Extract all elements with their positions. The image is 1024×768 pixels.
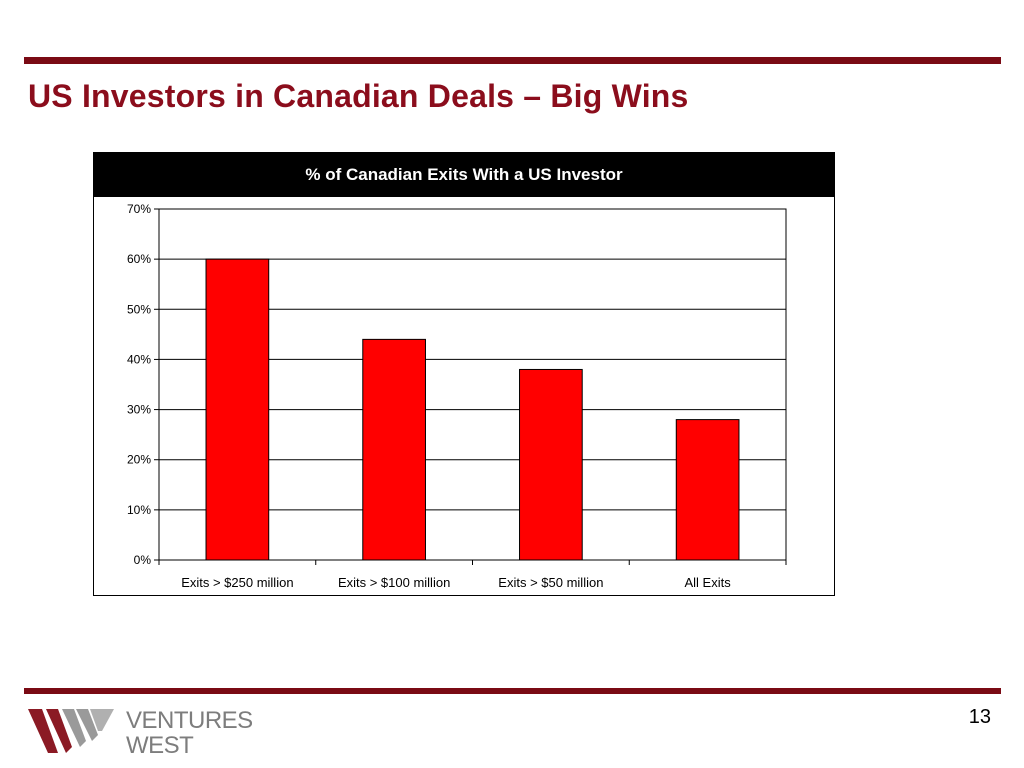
bar xyxy=(205,258,270,561)
bar xyxy=(519,368,583,561)
chart-frame: % of Canadian Exits With a US Investor 0… xyxy=(93,152,835,596)
y-tick-label: 0% xyxy=(134,553,152,567)
y-tick-label: 50% xyxy=(127,302,151,316)
y-tick-label: 40% xyxy=(127,352,151,366)
chart-title: % of Canadian Exits With a US Investor xyxy=(94,153,834,197)
slide-title: US Investors in Canadian Deals – Big Win… xyxy=(28,78,689,114)
top-rule xyxy=(24,57,1001,64)
y-tick-label: 70% xyxy=(127,202,151,216)
x-tick-label: Exits > $250 million xyxy=(181,575,293,590)
x-tick-label: Exits > $50 million xyxy=(498,575,603,590)
y-tick-label: 30% xyxy=(127,403,151,417)
bottom-rule xyxy=(24,688,1001,694)
ventures-west-logo-mark-icon xyxy=(28,709,114,753)
y-tick-label: 60% xyxy=(127,252,151,266)
logo-line-2: WEST xyxy=(126,732,194,759)
y-tick-label: 10% xyxy=(127,503,151,517)
bar xyxy=(362,338,426,561)
x-tick-label: All Exits xyxy=(685,575,732,590)
x-tick-label: Exits > $100 million xyxy=(338,575,450,590)
logo-line-1: VENTURES xyxy=(126,707,253,734)
y-tick-label: 20% xyxy=(127,453,151,467)
page-number: 13 xyxy=(968,706,991,728)
ventures-west-logo: VENTURES WEST xyxy=(28,705,258,759)
bar-chart: 0% 10% 20% 30% 40% 50% 60% 70% Exits > $250 mill… xyxy=(127,202,787,590)
bar xyxy=(675,419,740,561)
